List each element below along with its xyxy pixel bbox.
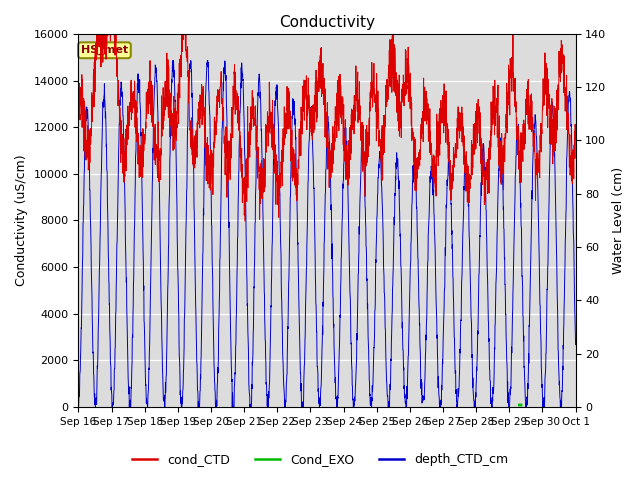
Legend: cond_CTD, Cond_EXO, depth_CTD_cm: cond_CTD, Cond_EXO, depth_CTD_cm [127,448,513,471]
Title: Conductivity: Conductivity [279,15,375,30]
Y-axis label: Conductivity (uS/cm): Conductivity (uS/cm) [15,155,28,286]
Y-axis label: Water Level (cm): Water Level (cm) [612,167,625,274]
Text: HS_met: HS_met [81,45,128,55]
